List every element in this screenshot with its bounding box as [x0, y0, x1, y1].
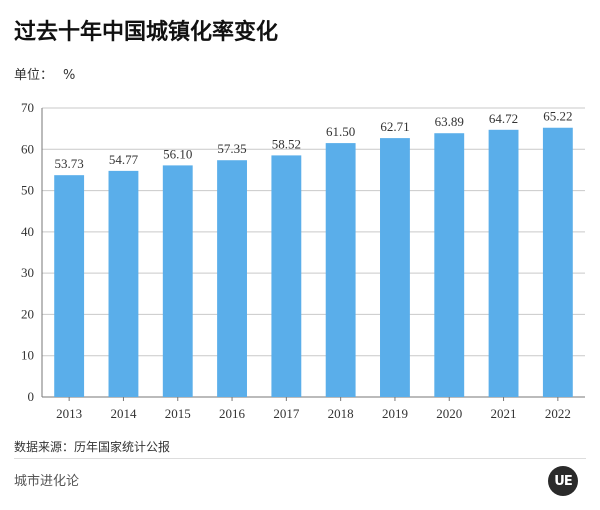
bar	[271, 155, 302, 397]
x-tick-label: 2019	[382, 406, 408, 421]
bar	[380, 138, 410, 397]
x-tick-label: 2017	[273, 406, 300, 421]
bar-value-label: 64.72	[489, 111, 518, 126]
bar	[488, 129, 519, 397]
x-tick-label: 2021	[491, 406, 517, 421]
bar-value-label: 65.22	[543, 109, 572, 124]
y-tick-label: 70	[21, 100, 34, 115]
bar-value-label: 53.73	[55, 156, 84, 171]
brand-name: 城市进化论	[14, 474, 80, 489]
chart-title: 过去十年中国城镇化率变化	[14, 20, 279, 45]
x-tick-label: 2020	[436, 406, 462, 421]
bar-chart: 0 10 20 30 40 50 60 70 53.73 2013 54.77 2014 56.10 20…	[21, 100, 585, 421]
bar-value-label: 58.52	[272, 136, 301, 151]
y-tick-label: 0	[28, 389, 35, 404]
x-tick-label: 2015	[165, 406, 191, 421]
bar-value-label: 57.35	[217, 141, 246, 156]
y-tick-label: 20	[21, 306, 34, 321]
unit-label: 单位：%	[14, 64, 75, 83]
bar	[217, 160, 247, 397]
bar	[434, 133, 465, 397]
bar	[325, 143, 356, 397]
bar	[54, 175, 85, 397]
y-tick-label: 50	[21, 183, 34, 198]
brand-logo: UE	[548, 466, 578, 496]
bar-value-label: 61.50	[326, 124, 355, 139]
unit-label-text: 单位：	[14, 68, 54, 83]
y-tick-label: 40	[21, 224, 34, 239]
unit-value: %	[63, 68, 76, 83]
y-tick-label: 60	[21, 141, 34, 156]
x-tick-label: 2018	[328, 406, 354, 421]
y-tick-label: 30	[21, 265, 34, 280]
x-tick-label: 2016	[219, 406, 246, 421]
bar-value-label: 63.89	[435, 114, 464, 129]
y-tick-label: 10	[21, 348, 34, 363]
footer-divider	[14, 458, 586, 459]
bar-value-label: 54.77	[109, 152, 139, 167]
bar	[162, 165, 193, 397]
data-source: 数据来源：历年国家统计公报	[14, 440, 171, 454]
bar	[108, 170, 139, 397]
x-tick-label: 2013	[56, 406, 82, 421]
bar-value-label: 62.71	[380, 119, 409, 134]
bar-value-label: 56.10	[163, 146, 192, 161]
x-tick-label: 2022	[545, 406, 571, 421]
x-tick-label: 2014	[110, 406, 137, 421]
bar	[542, 127, 573, 398]
